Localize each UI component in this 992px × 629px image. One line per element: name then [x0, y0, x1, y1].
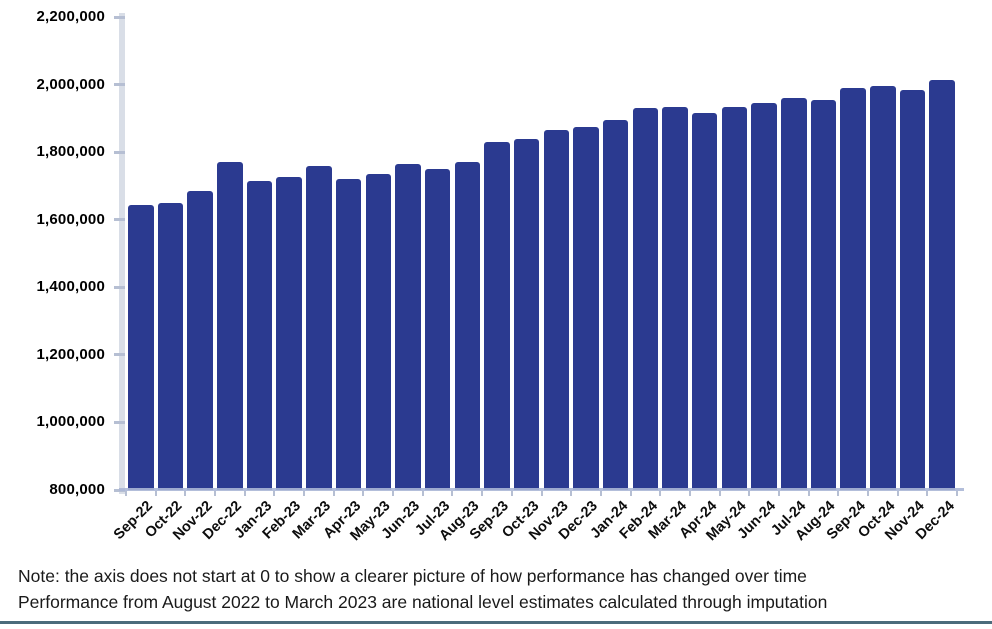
x-tick-mark — [184, 491, 187, 496]
x-tick-mark — [510, 491, 513, 496]
x-tick-mark — [837, 491, 840, 496]
y-tick-label: 1,800,000 — [36, 143, 105, 161]
y-tick-mark — [114, 15, 125, 19]
x-tick-mark — [125, 491, 127, 496]
x-tick-mark — [243, 491, 246, 496]
y-tick-label: 2,000,000 — [36, 75, 105, 93]
bar-Aug-23 — [454, 162, 481, 490]
x-tick-mark — [214, 491, 217, 496]
y-tick-label: 1,600,000 — [36, 210, 105, 228]
x-tick-mark — [718, 491, 721, 496]
chart-note: Note: the axis does not start at 0 to sh… — [18, 563, 978, 615]
x-tick-mark — [926, 491, 929, 496]
y-tick-label: 800,000 — [49, 481, 105, 498]
bar-Jan-23 — [246, 180, 273, 490]
x-tick-mark — [362, 491, 365, 496]
y-tick-label: 2,200,000 — [36, 8, 105, 25]
bar-Nov-24 — [899, 89, 926, 490]
chart-note-line1: Note: the axis does not start at 0 to sh… — [18, 566, 807, 586]
bar-Oct-23 — [513, 138, 540, 490]
bar-Dec-24 — [929, 79, 955, 490]
x-tick-mark — [807, 491, 810, 496]
x-tick-mark — [629, 491, 632, 496]
x-tick-mark — [866, 491, 869, 496]
x-tick-mark — [748, 491, 751, 496]
x-tick-mark — [451, 491, 454, 496]
bar-Dec-23 — [573, 126, 599, 490]
x-tick-mark — [392, 491, 395, 496]
x-tick-mark — [570, 491, 573, 496]
bar-Jan-24 — [602, 120, 629, 490]
x-tick-mark — [599, 491, 602, 496]
bar-Mar-23 — [306, 165, 332, 490]
footer-divider — [0, 621, 992, 624]
x-tick-mark — [540, 491, 543, 496]
y-tick-label: 1,400,000 — [36, 278, 105, 296]
y-tick-label: 1,000,000 — [36, 413, 105, 431]
y-tick-mark — [114, 420, 125, 424]
bar-Sep-22 — [128, 204, 154, 490]
x-tick-mark — [273, 491, 276, 496]
bar-Feb-24 — [632, 108, 659, 490]
bar-May-23 — [365, 174, 392, 490]
bar-Nov-23 — [543, 130, 570, 490]
x-tick-mark — [154, 491, 157, 496]
y-tick-label: 1,200,000 — [36, 345, 105, 363]
bar-Sep-23 — [484, 142, 510, 490]
y-tick-mark — [114, 83, 125, 87]
performance-bar-chart: 2,200,000 2,000,000 1,800,000 1,600,000 1,40… — [36, 8, 964, 544]
x-tick-mark — [659, 491, 662, 496]
plot-area — [126, 17, 957, 490]
x-tick-mark — [777, 491, 780, 496]
x-tick-mark — [896, 491, 899, 496]
x-tick-mark — [956, 491, 958, 496]
bar-Jul-23 — [424, 169, 451, 490]
chart-note-line2: Performance from August 2022 to March 20… — [18, 592, 828, 612]
y-tick-mark — [114, 285, 125, 289]
bar-Feb-23 — [276, 177, 302, 490]
y-tick-mark — [114, 353, 125, 357]
y-tick-mark — [114, 218, 125, 222]
x-tick-mark — [688, 491, 691, 496]
bar-Aug-24 — [810, 99, 837, 490]
y-tick-mark — [114, 150, 125, 154]
bar-Jun-24 — [751, 103, 777, 490]
bar-Nov-22 — [187, 191, 213, 490]
bar-May-24 — [721, 106, 748, 490]
bar-Oct-24 — [870, 86, 896, 490]
x-tick-mark — [421, 491, 424, 496]
bar-Mar-24 — [662, 106, 688, 490]
bar-Apr-23 — [335, 179, 362, 490]
bar-Jul-24 — [781, 98, 807, 490]
bar-Apr-24 — [691, 113, 718, 490]
bar-Oct-22 — [157, 202, 184, 490]
x-tick-mark — [332, 491, 335, 496]
y-axis-line — [119, 13, 125, 494]
bar-Sep-24 — [840, 87, 866, 490]
x-tick-mark — [303, 491, 306, 496]
bar-Jun-23 — [395, 163, 421, 490]
x-axis-line — [119, 488, 964, 491]
bar-Dec-22 — [217, 162, 243, 490]
x-tick-mark — [481, 491, 484, 496]
